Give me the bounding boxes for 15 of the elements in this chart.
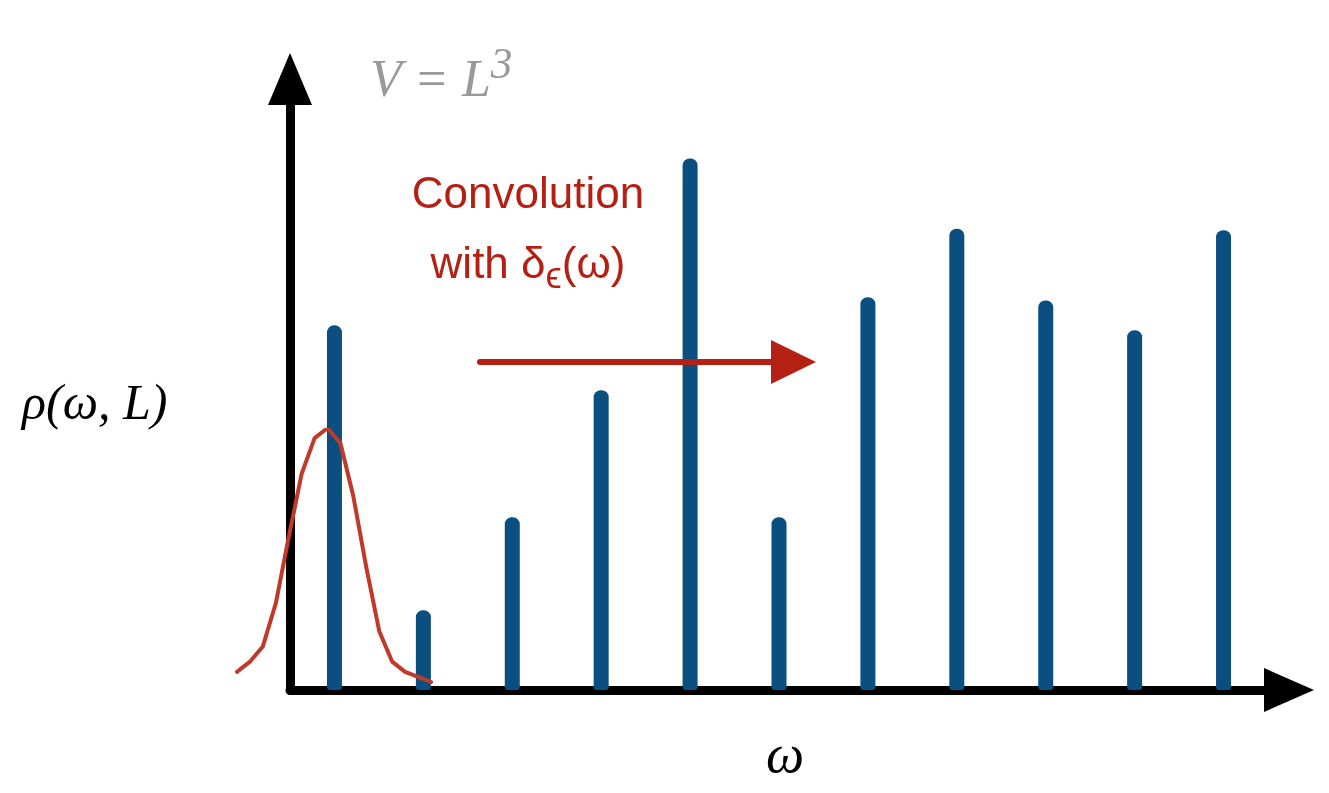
- bar: [326, 325, 342, 690]
- bar: [593, 390, 609, 690]
- bar: [860, 297, 876, 690]
- bar: [415, 610, 431, 690]
- text: V = L$^{3}$: [370, 38, 513, 109]
- bar: [1127, 330, 1143, 690]
- bar: [504, 517, 520, 690]
- bar: [949, 228, 965, 690]
- x-axis-title: ω: [766, 723, 805, 785]
- bar: [1038, 300, 1054, 690]
- y-axis-title: ρ(ω, L): [22, 373, 168, 431]
- bar: [682, 158, 698, 690]
- bar: [771, 517, 787, 690]
- annotation: Convolution with δ$_{ϵ}$(ω): [410, 167, 646, 299]
- bar: [1216, 230, 1232, 690]
